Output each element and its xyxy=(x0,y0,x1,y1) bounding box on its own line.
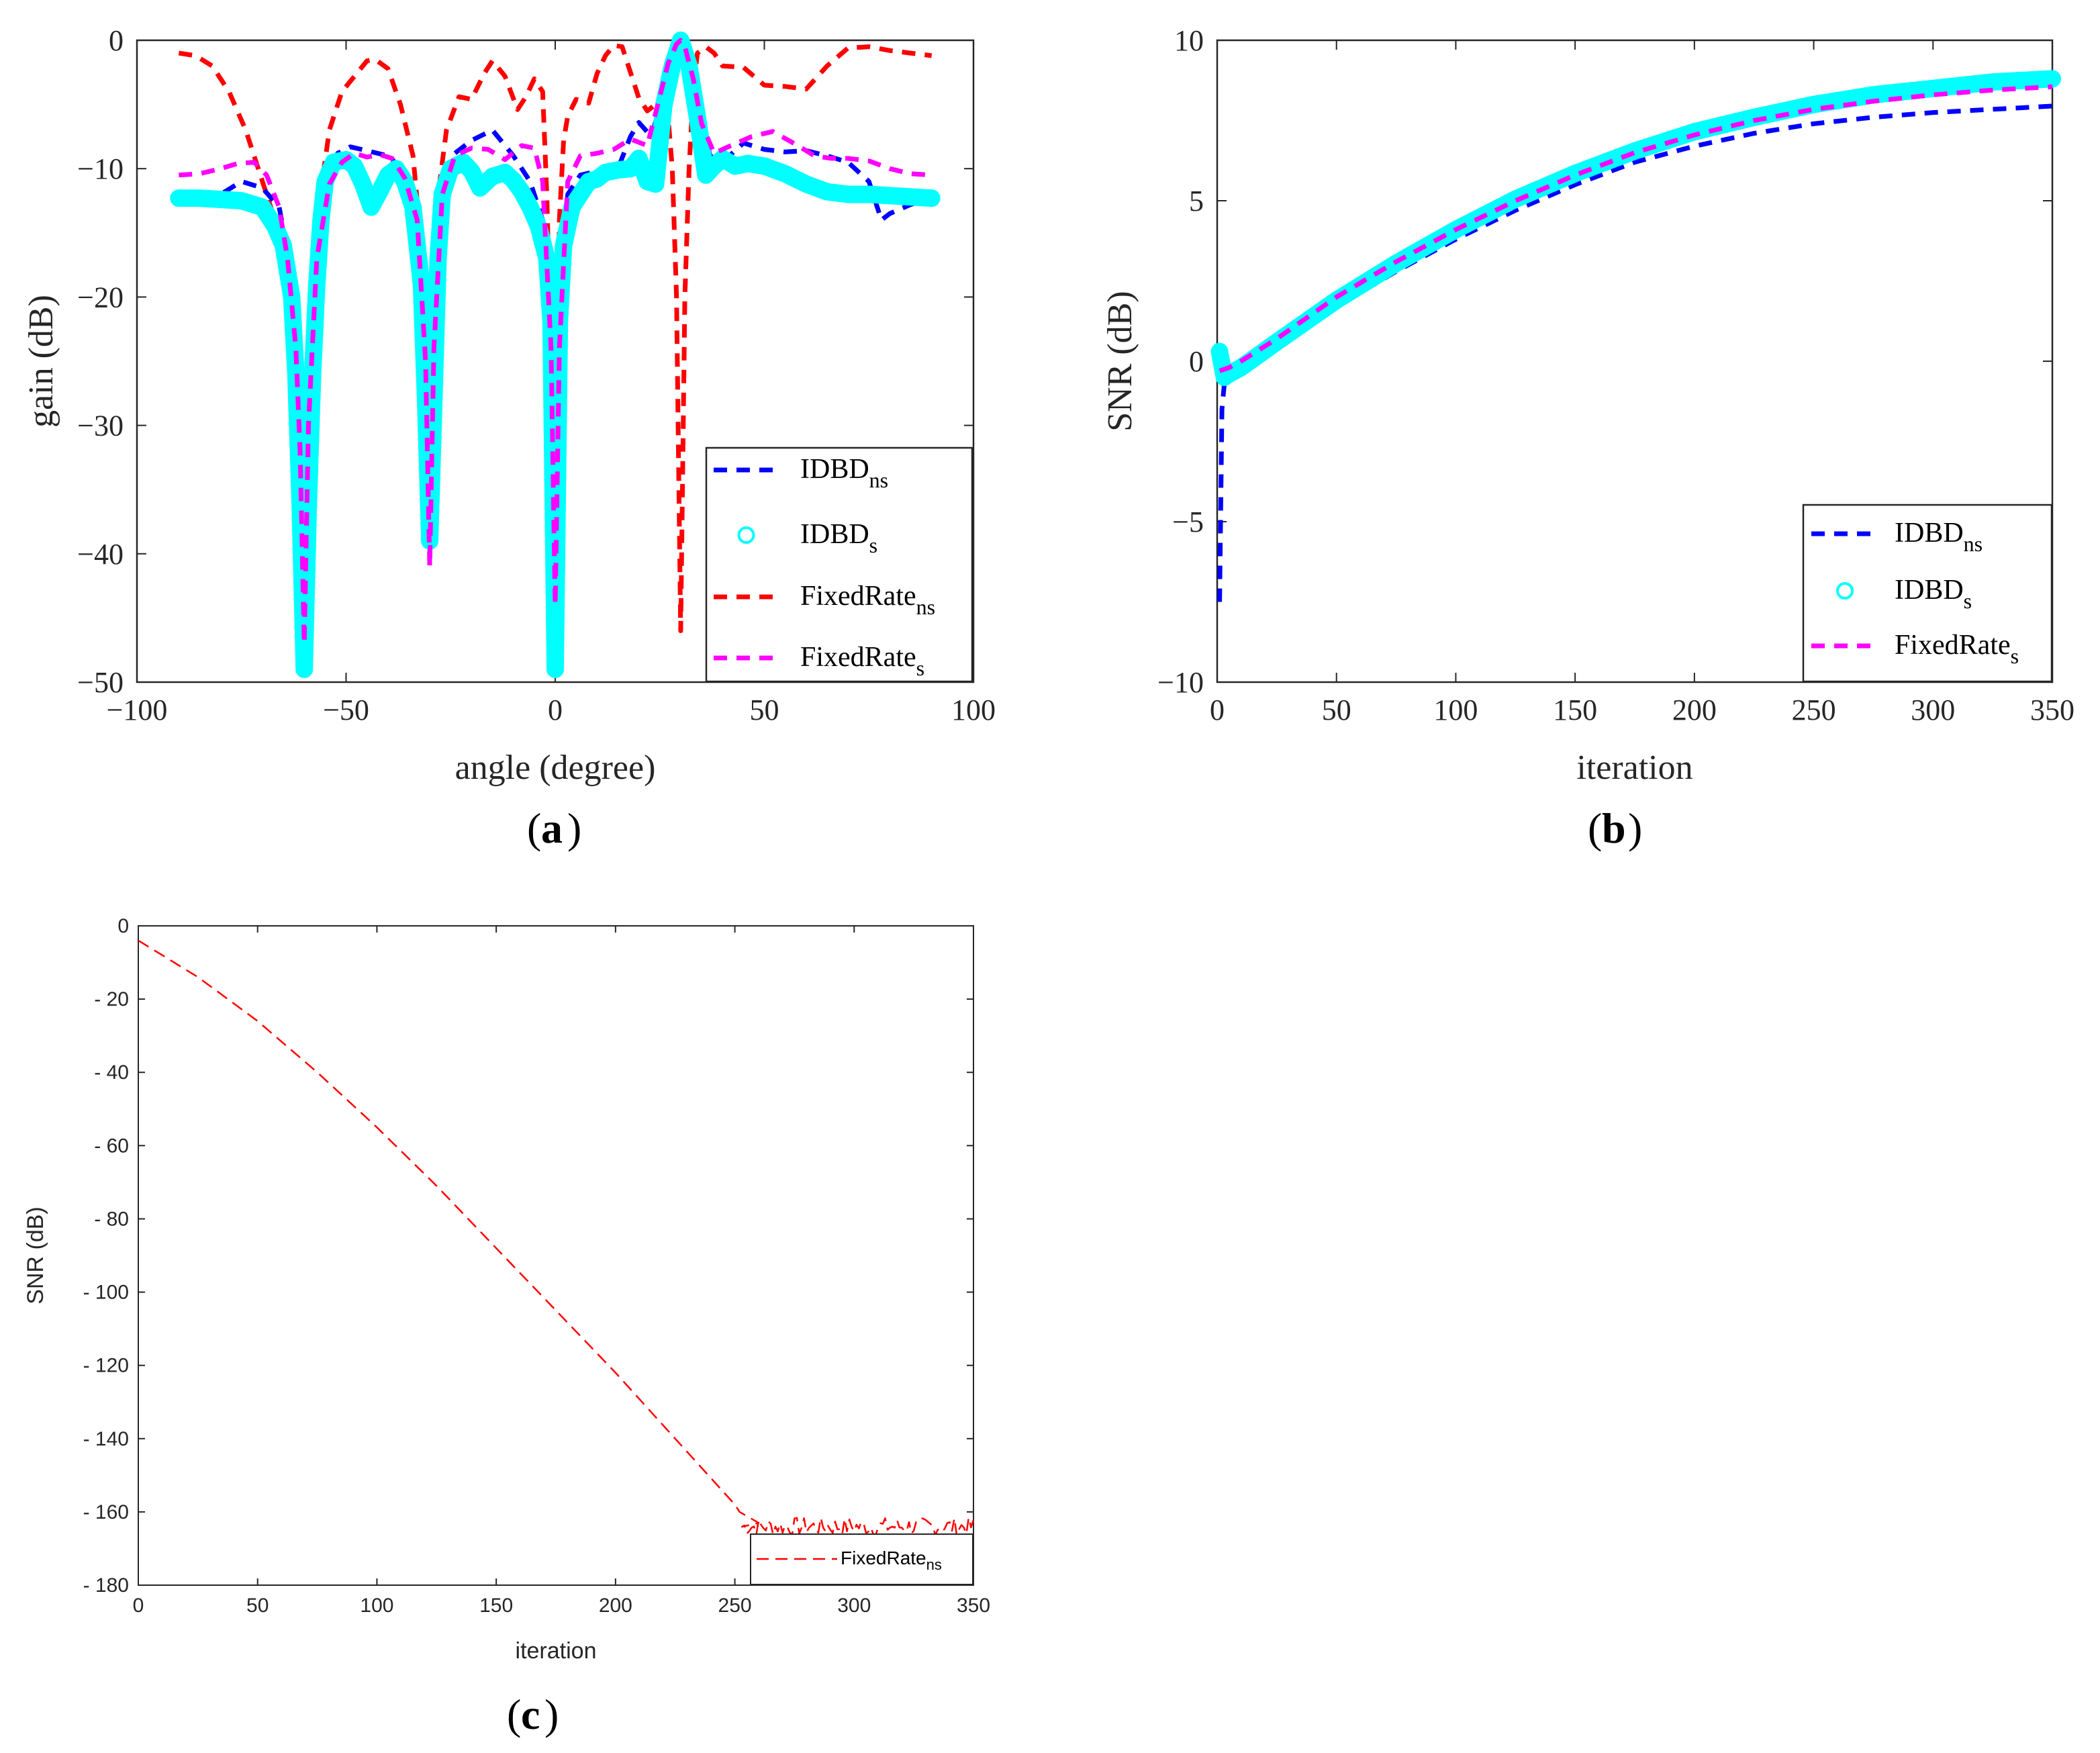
chart-c-ytick-label: - 40 xyxy=(94,1061,129,1084)
chart-b-xtick-label: 100 xyxy=(1433,694,1478,726)
chart-a-series-idbd-s-marker xyxy=(922,189,941,207)
chart-c-panel-label-close: ) xyxy=(544,1691,559,1738)
chart-c-xtick-label: 300 xyxy=(837,1595,871,1617)
chart-a-xtick-label: 0 xyxy=(548,694,563,726)
chart-c-legend-box xyxy=(750,1533,973,1585)
chart-a-panel-label: a xyxy=(541,804,563,852)
chart-c-xtick-label: 0 xyxy=(133,1595,144,1617)
chart-b-series-idbd-s-marker xyxy=(2044,70,2061,88)
chart-a-xtick-label: 100 xyxy=(951,694,996,726)
chart-c-xtick-label: 150 xyxy=(479,1595,513,1617)
chart-a-xtick-label: 50 xyxy=(750,694,779,726)
chart-b-xlabel: iteration xyxy=(1576,749,1692,787)
chart-c-panel-label-open: ( xyxy=(507,1691,521,1738)
chart-c-ytick-label: - 100 xyxy=(83,1282,129,1304)
chart-a-xtick-label: −100 xyxy=(107,694,168,726)
chart-a-xtick-label: −50 xyxy=(323,694,369,726)
chart-c-panel-label: c xyxy=(521,1691,540,1738)
chart-c-series-fixedrate-ns xyxy=(138,939,975,1537)
chart-c-ytick-label: - 180 xyxy=(83,1574,129,1597)
chart-b-xtick-label: 250 xyxy=(1792,694,1836,726)
chart-c-plot-area xyxy=(138,925,974,1586)
chart-a-ytick-label: −10 xyxy=(77,152,124,185)
chart-a-ytick-label: −30 xyxy=(77,410,124,442)
chart-b-series-idbd-s xyxy=(1210,70,2061,386)
chart-b-panel-label-close: ) xyxy=(1628,804,1642,852)
chart-c-ytick-label: - 60 xyxy=(94,1135,129,1157)
chart-a-legend-box xyxy=(705,446,973,683)
chart-b-xtick-label: 0 xyxy=(1210,694,1225,726)
chart-c-xtick-label: 350 xyxy=(957,1595,990,1617)
chart-a-legend-idbd-s-swatch xyxy=(737,526,755,544)
chart-a-panel-label-close: ) xyxy=(567,804,581,852)
chart-b-ytick-label: 0 xyxy=(1189,345,1204,378)
chart-b-legend-idbd-s-swatch xyxy=(1836,582,1854,600)
chart-c-xtick-label: 200 xyxy=(599,1595,632,1617)
chart-c-ytick-label: 0 xyxy=(117,915,129,937)
chart-c: 0 50 100 150 200 250 300 350 0 - 20 - 40 - 60 - 80 - … xyxy=(23,915,990,1738)
chart-b-series-idbd-ns xyxy=(1217,103,2053,602)
chart-c-xtick-label: 50 xyxy=(246,1595,269,1617)
chart-a-ytick-label: −50 xyxy=(77,666,124,699)
chart-b-xtick-label: 350 xyxy=(2030,694,2074,726)
chart-b-xtick-label: 200 xyxy=(1672,694,1717,726)
chart-b-xtick-label: 150 xyxy=(1553,694,1597,726)
chart-a-ylabel: gain (dB) xyxy=(22,295,60,428)
chart-b-panel-label-open: ( xyxy=(1588,804,1602,852)
chart-b-xtick-label: 300 xyxy=(1911,694,1955,726)
chart-a-ytick-label: −40 xyxy=(77,538,124,571)
chart-a-ytick-label: −20 xyxy=(77,281,124,314)
chart-c-ytick-label: - 20 xyxy=(94,988,129,1010)
chart-a-xlabel: angle (degree) xyxy=(455,749,656,787)
chart-b-ytick-label: −5 xyxy=(1172,506,1204,538)
chart-b-xtick-label: 50 xyxy=(1322,694,1351,726)
chart-c-ytick-label: - 140 xyxy=(83,1428,129,1450)
chart-c-ylabel: SNR (dB) xyxy=(23,1206,48,1304)
chart-b-ytick-label: 5 xyxy=(1189,185,1204,218)
chart-b-ytick-label: −10 xyxy=(1157,666,1204,699)
chart-b-series-fixedrate-s xyxy=(1219,84,2053,373)
chart-c-ytick-label: - 80 xyxy=(94,1208,129,1230)
chart-a-ytick-label: 0 xyxy=(109,24,124,57)
chart-b-ylabel: SNR (dB) xyxy=(1101,291,1139,431)
chart-b-panel-label: b xyxy=(1602,804,1626,852)
chart-b-ytick-label: 10 xyxy=(1174,24,1204,57)
chart-c-xtick-label: 250 xyxy=(718,1595,752,1617)
chart-c-xlabel: iteration xyxy=(516,1638,597,1664)
chart-c-xtick-label: 100 xyxy=(360,1595,393,1617)
chart-a-panel-label-open: ( xyxy=(527,804,541,852)
chart-a-series-fixedrate-s xyxy=(179,38,932,647)
chart-c-ytick-label: - 120 xyxy=(83,1355,129,1377)
chart-c-legend: FixedRatens xyxy=(750,1533,973,1585)
chart-c-ytick-label: - 160 xyxy=(83,1501,129,1523)
